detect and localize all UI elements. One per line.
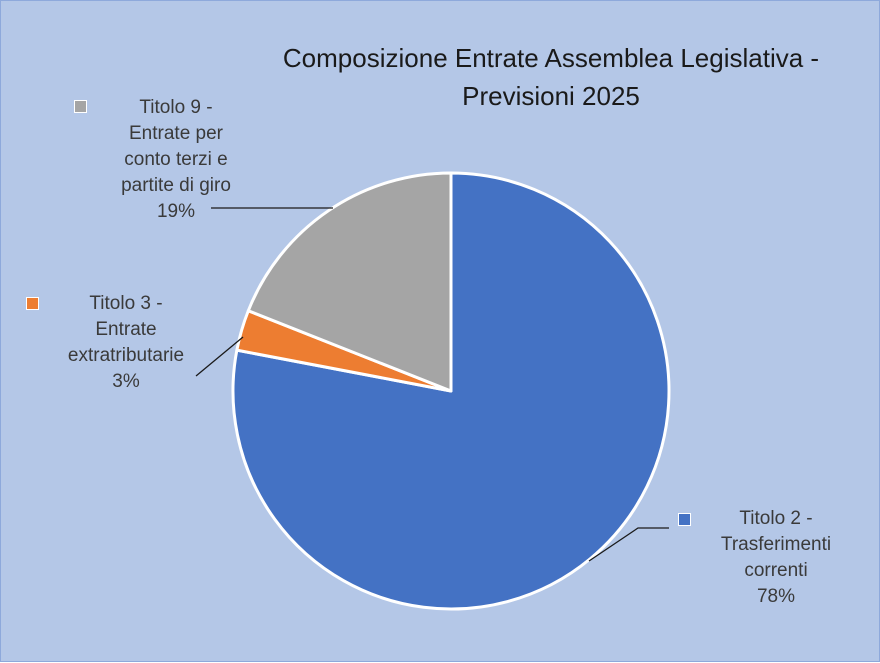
label-titolo-3: Titolo 3 - Entrate extratributarie 3%	[41, 291, 211, 395]
label-titolo-2-line-1: Titolo 2 -	[739, 508, 813, 529]
label-titolo-9-value: 19%	[156, 201, 196, 222]
chart-title-line-1: Composizione Entrate Assemblea Legislati…	[282, 43, 820, 73]
label-titolo-9-line-4: partite di giro	[121, 175, 231, 196]
label-titolo-2: Titolo 2 - Trasferimenti correnti 78%	[691, 506, 861, 610]
leader-line-titolo-2	[588, 527, 669, 562]
label-titolo-9-line-1: Titolo 9 -	[139, 97, 213, 118]
label-titolo-3-value: 3%	[112, 371, 140, 392]
label-titolo-9-line-3: conto terzi e	[124, 149, 228, 170]
chart-title-line-2: Previsioni 2025	[462, 81, 640, 111]
label-titolo-2-line-2: Trasferimenti	[720, 534, 832, 555]
leader-line-titolo-3	[195, 336, 244, 377]
pie-slice-titolo-9	[246, 171, 453, 393]
legend-swatch-titolo-3	[26, 297, 39, 310]
label-titolo-3-line-1: Titolo 3 -	[89, 293, 163, 314]
chart-title: Composizione Entrate Assemblea Legislati…	[221, 39, 880, 115]
label-titolo-2-value: 78%	[756, 586, 796, 607]
label-titolo-9-line-2: Entrate per	[129, 123, 223, 144]
label-titolo-3-line-2: Entrate	[95, 319, 157, 340]
label-titolo-3-line-3: extratributarie	[67, 345, 185, 366]
label-titolo-2-line-3: correnti	[744, 560, 808, 581]
legend-swatch-titolo-9	[74, 100, 87, 113]
legend-swatch-titolo-2	[678, 513, 691, 526]
label-titolo-9: Titolo 9 - Entrate per conto terzi e par…	[91, 95, 261, 225]
